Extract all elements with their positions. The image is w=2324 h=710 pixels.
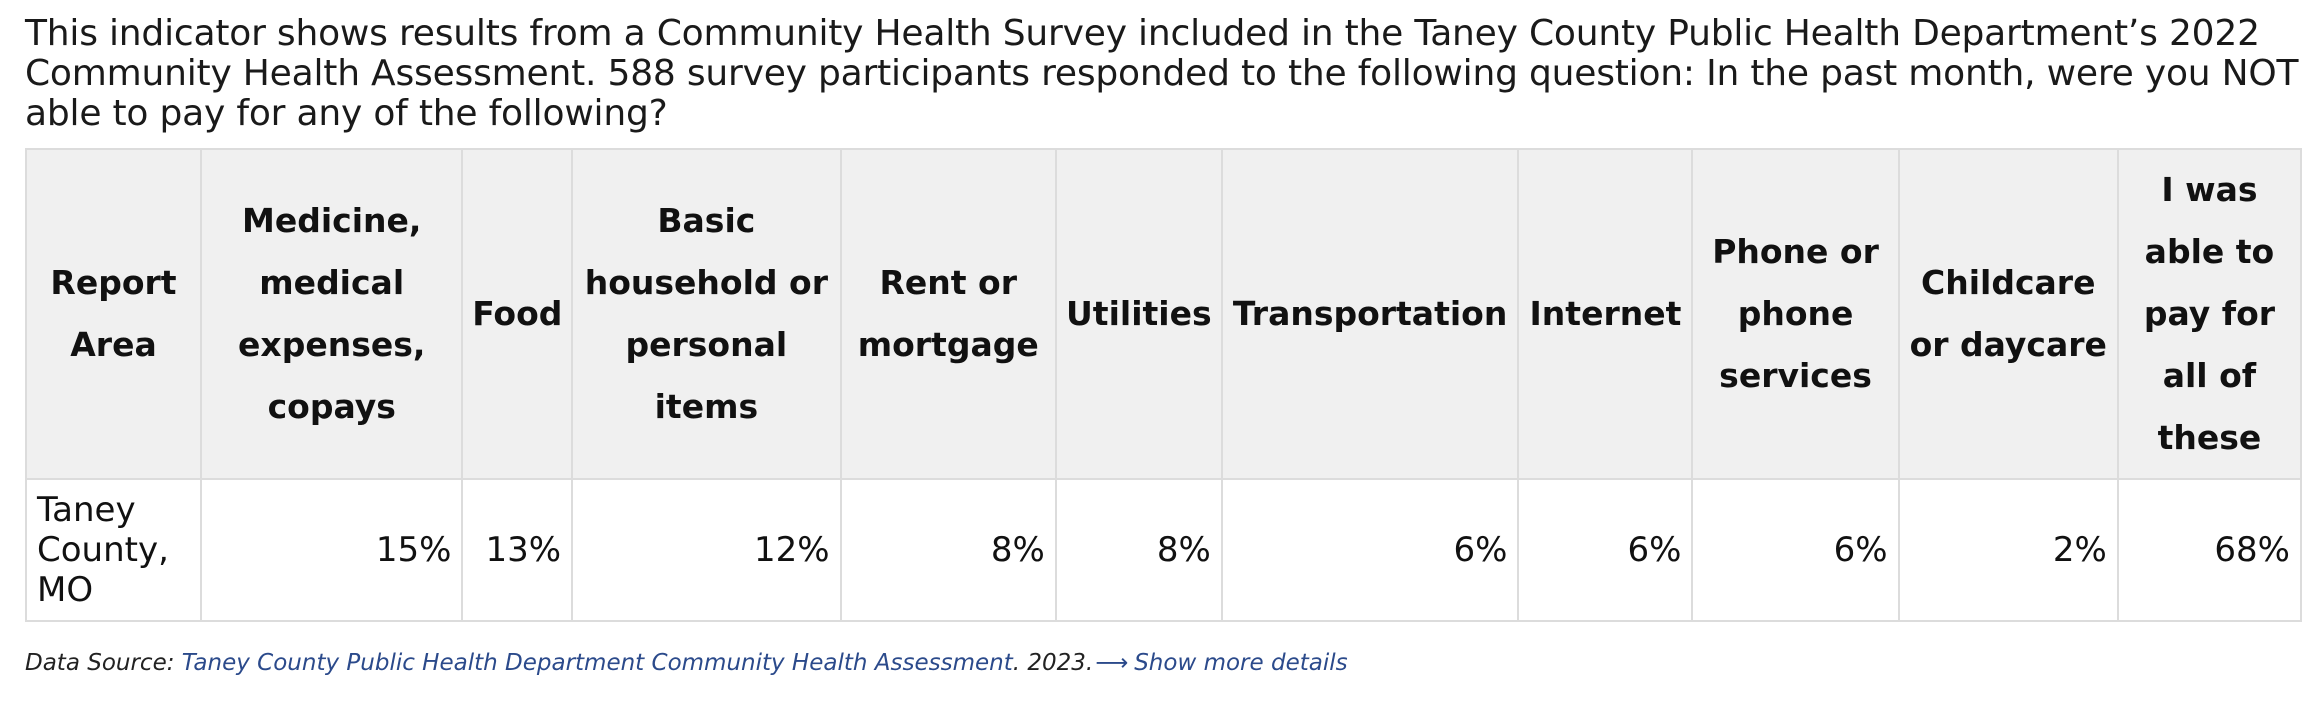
right-arrow-icon: ⟶: [1095, 650, 1129, 676]
data-source-link[interactable]: Taney County Public Health Department Co…: [181, 650, 1013, 676]
column-header-transportation: Transportation: [1220, 148, 1520, 480]
column-header-phone: Phone or phone services: [1691, 148, 1900, 480]
column-header-medicine: Medicine, medical expenses, copays: [199, 148, 464, 480]
value-cell-medicine: 15%: [199, 478, 464, 622]
indicator-description: This indicator shows results from a Comm…: [25, 13, 2299, 134]
value-cell-internet: 6%: [1517, 478, 1694, 622]
data-source-line: Data Source: Taney County Public Health …: [25, 650, 2303, 676]
column-header-household-items: Basic household or personal items: [571, 148, 842, 480]
column-header-food: Food: [461, 148, 574, 480]
value-cell-phone: 6%: [1691, 478, 1900, 622]
value-cell-utilities: 8%: [1054, 478, 1223, 622]
column-header-utilities: Utilities: [1054, 148, 1223, 480]
table-row: Taney County, MO 15% 13% 12% 8% 8% 6% 6%…: [25, 478, 2303, 622]
report-area-cell: Taney County, MO: [25, 478, 202, 622]
column-header-internet: Internet: [1517, 148, 1694, 480]
column-header-report-area: Report Area: [25, 148, 202, 480]
column-header-rent: Rent or mortgage: [839, 148, 1057, 480]
show-more-details-link[interactable]: Show more details: [1134, 650, 1348, 676]
value-cell-childcare: 2%: [1897, 478, 2119, 622]
data-source-label: Data Source:: [25, 650, 182, 676]
value-cell-able-to-pay: 68%: [2116, 478, 2303, 622]
value-cell-food: 13%: [461, 478, 574, 622]
column-header-childcare: Childcare or daycare: [1897, 148, 2119, 480]
value-cell-household-items: 12%: [571, 478, 842, 622]
indicator-panel: This indicator shows results from a Comm…: [25, 14, 2303, 676]
data-source-year: . 2023.: [1012, 650, 1094, 676]
column-header-able-to-pay: I was able to pay for all of these: [2116, 148, 2303, 480]
value-cell-transportation: 6%: [1220, 478, 1520, 622]
value-cell-rent: 8%: [839, 478, 1057, 622]
table-header-row: Report Area Medicine, medical expenses, …: [25, 148, 2303, 480]
data-table: Report Area Medicine, medical expenses, …: [25, 148, 2303, 622]
